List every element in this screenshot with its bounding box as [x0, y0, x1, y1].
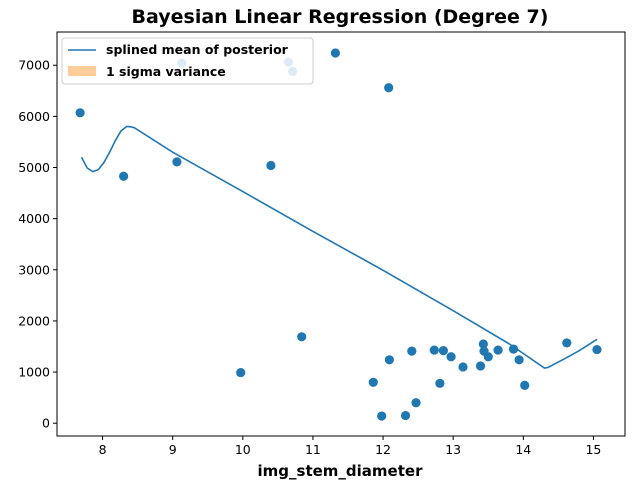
legend-label-variance: 1 sigma variance [106, 64, 226, 79]
data-point [435, 378, 445, 388]
plot-frame [56, 31, 626, 437]
data-point [438, 345, 448, 356]
data-point [266, 160, 276, 171]
y-tick-label: 6000 [18, 109, 50, 124]
data-point [377, 411, 387, 421]
x-axis: 8 9 10 11 12 13 14 15 [99, 436, 601, 457]
data-point [514, 355, 524, 365]
scatter-points [75, 48, 602, 421]
y-tick-label: 4000 [18, 211, 50, 226]
chart-title: Bayesian Linear Regression (Degree 7) [132, 6, 549, 28]
data-point [400, 410, 411, 421]
data-point [384, 83, 394, 93]
x-tick-label: 11 [305, 442, 321, 457]
data-point [384, 355, 394, 365]
data-point [562, 338, 572, 348]
legend-band-swatch [68, 66, 96, 76]
posterior-mean-line [80, 125, 598, 369]
data-point [236, 367, 246, 378]
x-tick-label: 12 [375, 442, 391, 457]
data-point [407, 346, 417, 356]
data-point [592, 344, 602, 355]
data-point [119, 171, 129, 181]
data-point [411, 398, 421, 408]
data-point [330, 48, 340, 58]
plot-background [57, 32, 625, 436]
x-tick-label: 15 [585, 442, 601, 457]
data-point [493, 345, 503, 355]
legend-label-mean: splined mean of posterior [106, 42, 289, 57]
data-point [75, 108, 85, 118]
x-tick-label: 9 [169, 442, 177, 457]
y-tick-label: 3000 [18, 262, 50, 277]
y-tick-label: 0 [42, 416, 50, 431]
y-tick-label: 1000 [18, 365, 50, 380]
data-point [478, 339, 488, 349]
y-axis: 0 1000 2000 3000 4000 5000 6000 7000 [18, 58, 57, 431]
data-point [483, 352, 493, 362]
y-tick-label: 7000 [18, 58, 50, 73]
y-tick-label: 5000 [18, 160, 50, 175]
data-point [508, 344, 519, 354]
x-tick-label: 10 [235, 442, 251, 457]
legend: splined mean of posterior 1 sigma varian… [61, 37, 314, 85]
plot-area [57, 32, 625, 436]
x-tick-label: 13 [445, 442, 461, 457]
x-tick-label: 8 [99, 442, 107, 457]
x-tick-label: 14 [515, 442, 531, 457]
data-point [368, 377, 378, 387]
data-point [458, 362, 468, 372]
x-axis-label: img_stem_diameter [258, 462, 424, 480]
data-point [446, 352, 456, 362]
y-tick-label: 2000 [18, 313, 50, 328]
data-point [475, 361, 486, 371]
data-point [520, 380, 530, 390]
data-point [172, 157, 182, 167]
legend-box [61, 37, 314, 85]
data-point [297, 332, 307, 342]
data-point [429, 345, 439, 355]
